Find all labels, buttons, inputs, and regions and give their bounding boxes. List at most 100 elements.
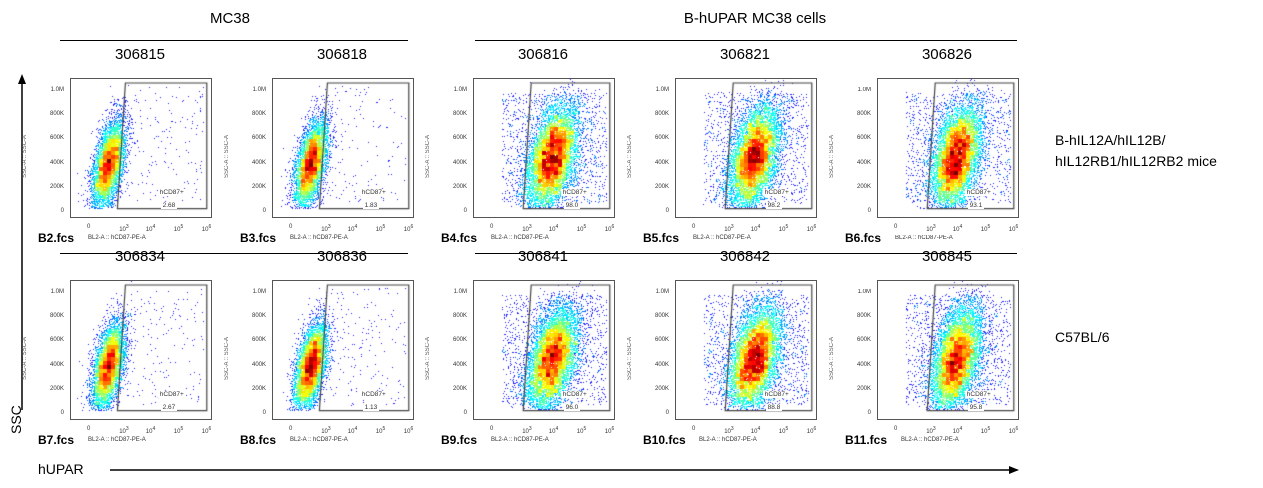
x-axis-label: hUPAR	[38, 461, 84, 477]
file-name: B2.fcs	[38, 231, 75, 245]
scatter-dots	[676, 281, 816, 419]
sample-id: 306815	[114, 46, 166, 63]
y-tick-label: 400K	[251, 159, 266, 166]
plot-frame: hCD87+ 98.2	[675, 78, 817, 218]
x-tick-label: 103	[321, 426, 331, 435]
y-tick-label: 200K	[49, 183, 64, 190]
scatter-dots	[878, 281, 1018, 419]
y-tick-label: 200K	[856, 385, 871, 392]
x-tick-label: 0	[289, 426, 293, 432]
y-tick-label: 200K	[654, 385, 669, 392]
x-tick-label: 104	[145, 426, 156, 435]
x-tick-label: 104	[750, 224, 761, 233]
flow-plot: hCD87+ 95.8 0 200K 400K 600K 800K 1.0M 0 103 104 10…	[829, 280, 1019, 447]
gate-percentage: 96.0	[563, 403, 581, 411]
x-tick-label: 0	[692, 224, 696, 230]
x-axis-title: BL2-A :: hCD87-PE-A	[88, 437, 146, 443]
x-tick-label: 103	[321, 224, 331, 233]
y-tick-label: 800K	[251, 111, 266, 118]
x-tick-label: 105	[173, 426, 184, 435]
x-axis-title: BL2-A :: hCD87-PE-A	[491, 437, 549, 443]
x-tick-label: 105	[778, 224, 789, 233]
flow-plot: hCD87+ 98.2 0 200K 400K 600K 800K 1.0M 0 103 104 10…	[627, 78, 817, 245]
sample-id: 306834	[114, 248, 166, 265]
gate-label: hCD87+	[560, 391, 589, 399]
gate-label: hCD87+	[964, 189, 993, 197]
scatter-dots	[71, 281, 211, 419]
group-divider	[475, 253, 1017, 254]
file-name: B9.fcs	[441, 433, 478, 447]
x-tick-label: 105	[980, 224, 991, 233]
y-tick-label: 200K	[49, 385, 64, 392]
gate-label: hCD87+	[359, 189, 388, 197]
y-tick-label: 600K	[452, 337, 467, 344]
sample-id: 306842	[719, 248, 771, 265]
y-tick-label: 200K	[654, 183, 669, 190]
sample-id: 306821	[719, 46, 771, 63]
file-name: B11.fcs	[845, 433, 888, 447]
y-tick-label: 1.0M	[453, 87, 467, 94]
y-tick-label: 600K	[654, 135, 669, 142]
y-tick-label: 400K	[654, 361, 669, 368]
gate-percentage: 98.2	[765, 201, 783, 209]
x-tick-label: 0	[490, 426, 494, 432]
y-tick-label: 800K	[49, 111, 64, 118]
y-tick-label: 1.0M	[252, 289, 266, 296]
group-label-mc38: MC38	[209, 10, 250, 27]
x-tick-label: 105	[576, 224, 587, 233]
gate-percentage: 1.83	[362, 201, 380, 209]
y-tick-label: 600K	[856, 135, 871, 142]
flow-plot: hCD87+ 1.83 0 200K 400K 600K 800K 1.0M 0 103 104 10…	[224, 78, 414, 245]
x-tick-label: 105	[778, 426, 789, 435]
y-axis-title: SSC-A :: SSC-A	[224, 134, 230, 178]
scatter-dots	[676, 79, 816, 217]
x-tick-label: 105	[375, 224, 386, 233]
y-tick-label: 0	[665, 410, 669, 416]
x-tick-label: 106	[201, 426, 212, 435]
y-tick-label: 800K	[251, 313, 266, 320]
y-axis-title: SSC-A :: SSC-A	[829, 134, 835, 178]
x-tick-label: 105	[576, 426, 587, 435]
y-tick-label: 400K	[49, 361, 64, 368]
file-name: B6.fcs	[845, 231, 882, 245]
y-tick-label: 1.0M	[50, 87, 64, 94]
flow-plot: hCD87+ 96.0 0 200K 400K 600K 800K 1.0M 0 103 104 10…	[425, 280, 615, 447]
x-tick-label: 104	[548, 426, 559, 435]
y-tick-label: 0	[60, 410, 64, 416]
x-axis-title: BL2-A :: hCD87-PE-A	[491, 235, 549, 241]
y-tick-label: 0	[665, 208, 669, 214]
gate-percentage: 88.8	[765, 403, 783, 411]
gate-percentage: 2.67	[160, 403, 178, 411]
x-tick-label: 106	[1008, 224, 1019, 233]
x-tick-label: 106	[604, 426, 615, 435]
file-name: B7.fcs	[38, 433, 75, 447]
gate-label: hCD87+	[560, 189, 589, 197]
gate-label: hCD87+	[762, 391, 791, 399]
row-label-line: hIL12RB1/hIL12RB2 mice	[1055, 153, 1217, 169]
plot-frame: hCD87+ 1.83	[272, 78, 414, 218]
y-axis-title: SSC-A :: SSC-A	[425, 134, 431, 178]
hupar-arrowhead	[1009, 466, 1019, 474]
x-tick-label: 104	[750, 426, 761, 435]
y-tick-label: 200K	[856, 183, 871, 190]
scatter-dots	[273, 79, 413, 217]
group-divider	[475, 40, 1017, 41]
y-axis-label: SSC	[8, 405, 24, 434]
gate-percentage: 1.13	[362, 403, 380, 411]
y-tick-label: 400K	[856, 159, 871, 166]
x-tick-label: 0	[289, 224, 293, 230]
flow-plot: hCD87+ 1.13 0 200K 400K 600K 800K 1.0M 0 103 104 10…	[224, 280, 414, 447]
gate-percentage: 98.0	[563, 201, 581, 209]
group-divider	[60, 40, 408, 41]
x-axis-title: BL2-A :: hCD87-PE-A	[693, 235, 751, 241]
gate-percentage: 95.8	[967, 403, 985, 411]
x-tick-label: 103	[926, 224, 936, 233]
y-tick-label: 600K	[654, 337, 669, 344]
y-tick-label: 600K	[856, 337, 871, 344]
ssc-arrowhead	[18, 74, 26, 84]
x-tick-label: 106	[806, 224, 817, 233]
plot-frame: hCD87+ 96.0	[473, 280, 615, 420]
x-axis-title: BL2-A :: hCD87-PE-A	[901, 437, 959, 443]
